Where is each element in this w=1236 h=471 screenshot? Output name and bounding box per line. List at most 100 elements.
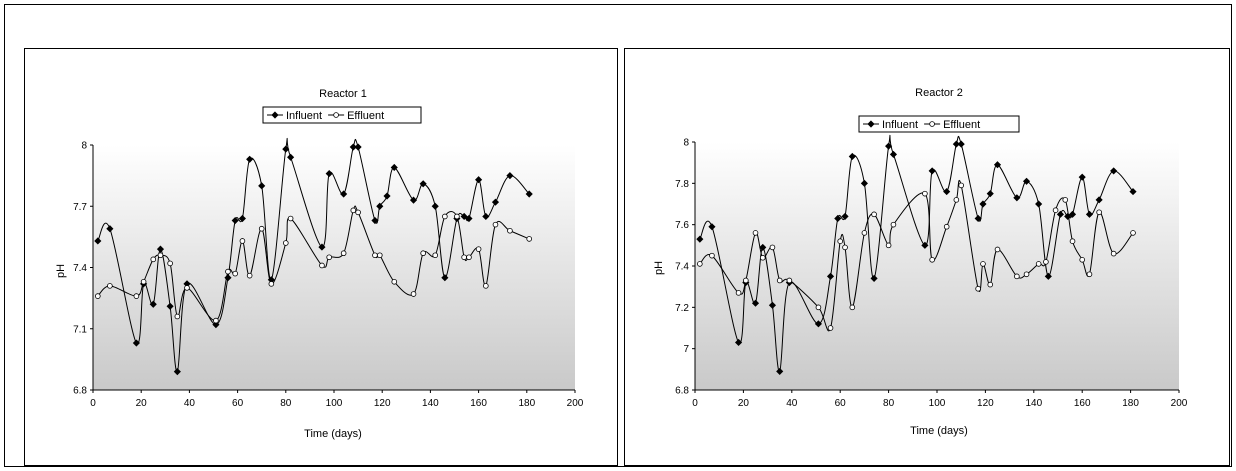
series-effluent — [697, 179, 1136, 332]
data-point-influent — [491, 198, 500, 206]
data-point-effluent — [1035, 261, 1042, 267]
data-point-influent — [979, 200, 987, 208]
data-point-influent — [1110, 167, 1118, 175]
data-point-influent — [325, 170, 333, 178]
data-point-influent — [246, 155, 254, 163]
data-point-influent — [841, 212, 849, 220]
chart-reactor-2: 6.877.27.47.67.880 20 40 60 80 100 120 140 160 18… — [653, 87, 1188, 437]
data-point-effluent — [213, 317, 219, 324]
y-tick-label: 6.8 — [675, 386, 689, 397]
y-tick-label: 7 — [683, 344, 689, 355]
data-point-effluent — [184, 285, 190, 291]
data-point-effluent — [776, 277, 783, 284]
y-axis-label: pH — [653, 261, 665, 275]
data-point-effluent — [922, 190, 928, 197]
x-axis-label: Time (days) — [304, 428, 362, 440]
data-point-effluent — [1014, 273, 1020, 280]
data-point-effluent — [987, 281, 994, 288]
data-point-effluent — [372, 252, 378, 259]
chart-title: Reactor 1 — [319, 88, 367, 100]
data-point-influent — [814, 320, 822, 328]
data-point-influent — [751, 299, 760, 307]
data-point-effluent — [759, 254, 766, 261]
legend-marker-swatch — [271, 111, 279, 119]
data-point-effluent — [994, 246, 1001, 253]
data-point-influent — [465, 214, 473, 223]
y-tick-label: 7.2 — [675, 303, 689, 314]
data-point-effluent — [827, 325, 834, 331]
x-tick-label: 80 — [883, 398, 895, 409]
data-point-effluent — [167, 260, 173, 267]
x-tick-label: 60 — [835, 398, 847, 409]
x-tick-label: 20 — [136, 398, 148, 409]
y-tick-label: 7.4 — [73, 263, 87, 274]
data-point-influent — [734, 338, 743, 347]
data-point-influent — [419, 180, 427, 188]
plot-area — [695, 142, 1179, 390]
data-point-influent — [340, 190, 348, 198]
data-point-influent — [1044, 272, 1052, 280]
data-point-effluent — [258, 225, 265, 232]
y-tick-label: 7.1 — [73, 324, 87, 335]
data-point-influent — [1095, 196, 1103, 204]
data-point-influent — [94, 237, 102, 245]
data-point-effluent — [410, 291, 417, 297]
data-point-effluent — [815, 304, 822, 311]
plot-area — [93, 145, 575, 390]
y-tick-label: 7.7 — [73, 202, 87, 213]
x-tick-label: 0 — [692, 398, 698, 409]
data-point-influent — [848, 152, 856, 161]
data-point-influent — [156, 245, 165, 253]
data-point-influent — [885, 142, 893, 150]
data-point-influent — [475, 176, 483, 184]
data-point-effluent — [391, 278, 398, 285]
data-point-influent — [708, 223, 716, 231]
chart-panel-reactor-1: 6.8 7.1 7.4 7.7 8 0 20 40 60 80 100 120 140 160 180 200… — [24, 48, 618, 466]
data-point-effluent — [140, 278, 147, 285]
data-point-effluent — [1052, 207, 1059, 214]
data-point-effluent — [454, 213, 460, 220]
data-point-influent — [287, 153, 295, 161]
legend-marker-swatch — [333, 112, 339, 118]
data-point-effluent — [709, 252, 715, 259]
data-point-effluent — [697, 261, 703, 267]
data-point-effluent — [1110, 250, 1117, 257]
legend-item-influent: Influent — [267, 110, 322, 122]
data-point-effluent — [282, 240, 289, 246]
legend-item-effluent: Effluent — [924, 119, 980, 131]
data-point-effluent — [466, 254, 472, 261]
data-point-effluent — [849, 304, 856, 311]
x-tick-label: 60 — [232, 398, 244, 409]
data-point-influent — [928, 167, 936, 175]
data-point-influent — [231, 216, 239, 225]
x-tick-label: 140 — [422, 398, 439, 409]
data-point-effluent — [885, 242, 892, 249]
data-point-effluent — [483, 283, 489, 289]
data-point-effluent — [526, 236, 533, 242]
legend-item-effluent: Effluent — [328, 110, 384, 122]
data-point-influent — [460, 212, 468, 221]
data-point-effluent — [1079, 257, 1086, 263]
data-point-effluent — [174, 313, 181, 320]
x-tick-label: 80 — [280, 398, 292, 409]
data-point-influent — [212, 321, 220, 329]
data-point-influent — [441, 274, 449, 282]
data-point-influent — [1013, 194, 1021, 202]
data-point-influent — [1129, 188, 1137, 196]
data-point-effluent — [107, 283, 113, 289]
x-tick-label: 120 — [374, 398, 391, 409]
data-point-effluent — [1043, 259, 1049, 265]
data-point-influent — [957, 140, 965, 148]
data-point-effluent — [157, 252, 164, 259]
data-point-effluent — [890, 221, 897, 228]
data-point-influent — [1085, 210, 1094, 218]
x-tick-label: 40 — [184, 398, 196, 409]
chart-panel-reactor-2: 6.8 7 7.2 7.4 7.6 7.8 8 0 20 40 60 80 100 120 140 160 18… — [624, 48, 1230, 466]
data-point-effluent — [975, 285, 981, 292]
data-point-effluent — [268, 281, 275, 287]
data-point-influent — [166, 302, 174, 310]
x-tick-label: 100 — [929, 398, 946, 409]
x-tick-label: 120 — [977, 398, 994, 409]
data-point-influent — [834, 214, 842, 223]
data-point-influent — [506, 172, 514, 180]
